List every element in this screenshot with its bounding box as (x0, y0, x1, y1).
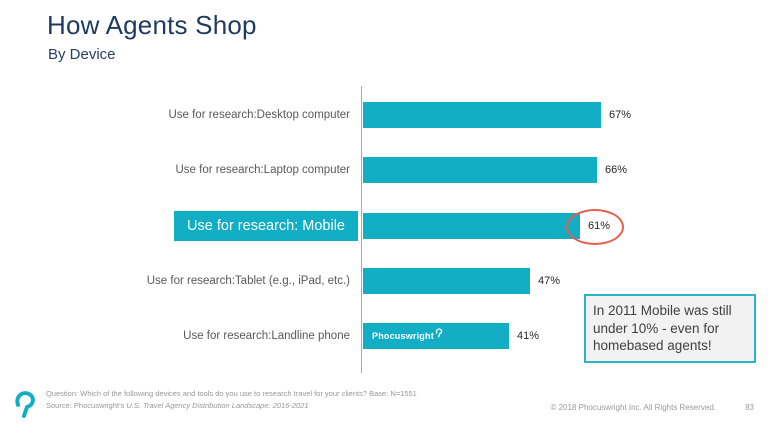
circle-annotation (566, 209, 624, 245)
bar-row: Use for research:Landline phone Phocuswri… (0, 323, 768, 349)
footer-copyright: © 2018 Phocuswright Inc. All Rights Rese… (550, 403, 716, 412)
bar (363, 268, 530, 294)
footer-source-report-title: U.S. Travel Agency Distribution Landscap… (126, 401, 309, 410)
y-axis-line (361, 86, 362, 373)
bar-row: Use for research:Laptop computer 66% (0, 157, 768, 183)
bar (363, 213, 580, 239)
category-label: Use for research:Desktop computer (168, 109, 350, 121)
bar-row: Use for research:Tablet (e.g., iPad, etc… (0, 268, 768, 294)
page-title: How Agents Shop (47, 10, 257, 40)
category-label: Use for research:Laptop computer (175, 164, 350, 176)
phocuswright-watermark: Phocuswright (372, 323, 443, 349)
bar-value-label: 67% (609, 109, 632, 121)
category-label-highlighted: Use for research: Mobile (0, 211, 358, 241)
callout-box: In 2011 Mobile was still under 10% - eve… (584, 294, 756, 363)
page-subtitle: By Device (48, 46, 116, 63)
bar-value-label: 66% (605, 164, 628, 176)
category-label: Use for research:Tablet (e.g., iPad, etc… (146, 275, 350, 287)
bar-value-label: 47% (538, 275, 561, 287)
bar-value-label: 41% (517, 330, 540, 342)
bar-row: Use for research: Mobile 61% (0, 209, 768, 245)
bar (363, 102, 601, 128)
page-number: 83 (745, 403, 754, 412)
bar: Phocuswright (363, 323, 509, 349)
footer-source-text: Source: Phocuswright’s U.S. Travel Agenc… (46, 401, 476, 410)
category-label: Use for research:Landline phone (183, 330, 350, 342)
bar-row: Use for research:Desktop computer 67% (0, 102, 768, 128)
footer-source-prefix: Source: Phocuswright’s (46, 401, 127, 410)
phocuswright-logo-icon (13, 390, 37, 425)
footer-question-text: Question: Which of the following devices… (46, 389, 417, 398)
bar (363, 157, 597, 183)
